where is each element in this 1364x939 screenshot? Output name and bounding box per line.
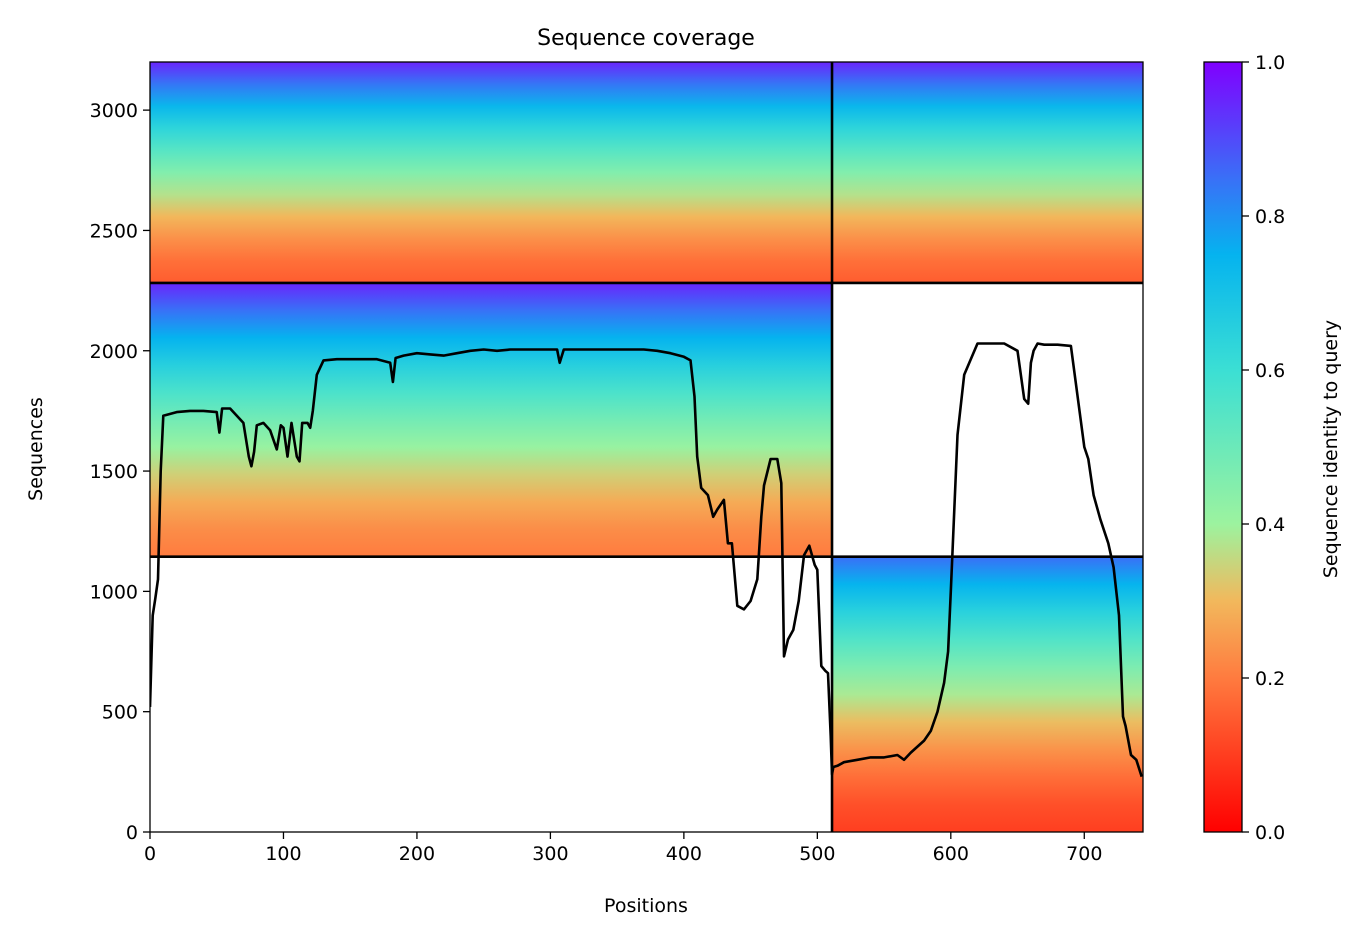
y-tick-label: 3000 [90,100,138,122]
x-axis-label: Positions [604,895,688,917]
colorbar-tick-label: 1.0 [1255,52,1285,74]
y-tick-label: 1500 [90,461,138,483]
x-tick-label: 300 [532,843,568,865]
x-tick-label: 500 [799,843,835,865]
y-tick-label: 0 [126,822,138,844]
x-tick-label: 700 [1066,843,1102,865]
y-tick-label: 1000 [90,581,138,603]
x-tick-label: 0 [144,843,156,865]
chart-title: Sequence coverage [537,26,755,51]
colorbar-tick-label: 0.8 [1255,206,1285,228]
y-axis-ticks: 0 500 1000 1500 2000 2500 3000 [90,100,150,844]
separator-lines [150,62,1143,832]
x-tick-label: 600 [933,843,969,865]
coverage-blocks [150,62,1143,832]
colorbar-tick-label: 0.2 [1255,668,1285,690]
colorbar-ticks: 0.0 0.2 0.4 0.6 0.8 1.0 [1242,52,1285,844]
y-tick-label: 500 [102,702,138,724]
x-tick-label: 100 [265,843,301,865]
x-axis-ticks: 0 100 200 300 400 500 600 700 [144,832,1102,865]
y-tick-label: 2000 [90,341,138,363]
plot-frame [149,61,1144,833]
coverage-line-layer [150,342,1143,778]
x-tick-label: 400 [666,843,702,865]
colorbar-tick-label: 0.4 [1255,514,1285,536]
coverage-block [832,62,1143,283]
x-tick-label: 200 [399,843,435,865]
colorbar-tick-label: 0.0 [1255,822,1285,844]
colorbar-tick-label: 0.6 [1255,360,1285,382]
coverage-block [150,282,833,557]
colorbar [1203,61,1243,833]
colorbar-label: Sequence identity to query [1320,320,1342,578]
coverage-line [150,342,1143,778]
y-tick-label: 2500 [90,220,138,242]
y-axis-label: Sequences [25,397,47,501]
coverage-block [150,62,833,283]
coverage-block [832,556,1143,832]
